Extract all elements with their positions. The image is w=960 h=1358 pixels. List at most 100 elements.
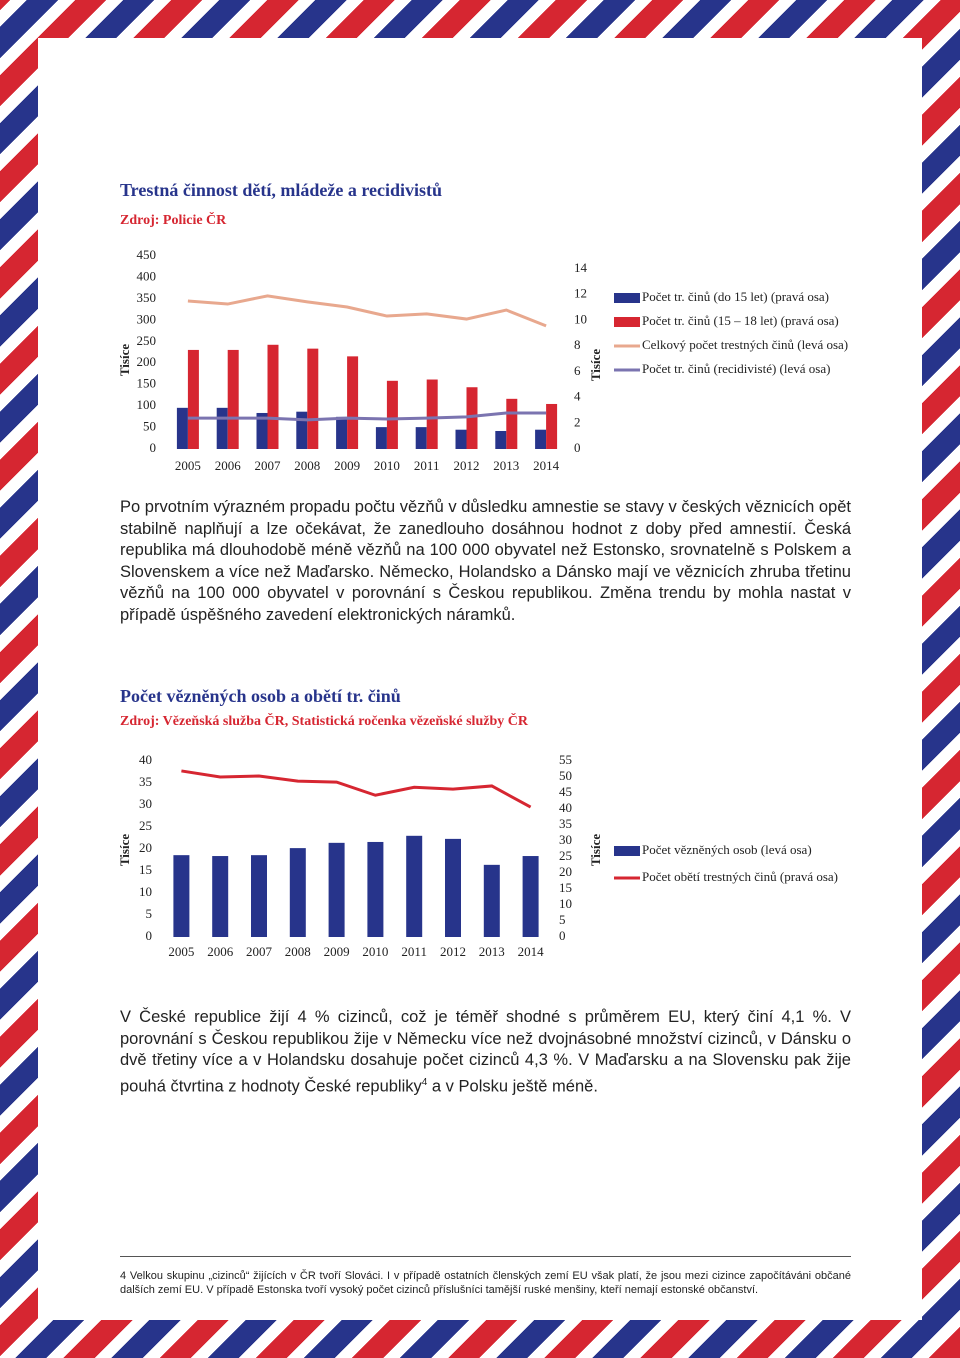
bar [307, 348, 319, 449]
bar [535, 429, 547, 449]
x-tick-label: 2008 [294, 458, 320, 473]
legend-label: Počet tr. činů (15 – 18 let) (pravá osa) [642, 313, 839, 328]
y2-axis-label: Tisíce [588, 834, 603, 866]
bar [546, 403, 558, 449]
x-tick-label: 2012 [440, 944, 466, 959]
bar [227, 349, 239, 449]
y2-axis-label: Tisíce [588, 349, 603, 381]
x-tick-label: 2011 [401, 944, 427, 959]
x-tick-label: 2005 [175, 458, 201, 473]
y-tick-label: 100 [137, 397, 157, 412]
x-tick-label: 2007 [255, 458, 282, 473]
paragraph: V České republice žijí 4 % cizinců, což … [120, 1007, 851, 1098]
bar [176, 407, 188, 449]
y2-tick-label: 45 [559, 784, 572, 799]
text: a v Polsku ještě méně. [427, 1077, 598, 1096]
bar [251, 855, 267, 937]
y2-tick-label: 20 [559, 864, 572, 879]
x-tick-label: 2006 [215, 458, 242, 473]
y2-tick-label: 14 [574, 260, 588, 275]
line [181, 769, 532, 809]
y2-tick-label: 15 [559, 880, 572, 895]
chart-title: Trestná činnost dětí, mládeže a recidivi… [120, 180, 442, 200]
bar [187, 349, 199, 449]
bar [328, 842, 345, 937]
bar [445, 838, 461, 937]
legend-label: Počet obětí trestných činů (pravá osa) [642, 869, 838, 884]
y2-tick-label: 12 [574, 286, 587, 301]
y2-tick-label: 0 [574, 440, 581, 455]
y-tick-label: 20 [139, 840, 152, 855]
y-tick-label: 25 [139, 818, 152, 833]
x-tick-label: 2012 [454, 458, 480, 473]
x-tick-label: 2011 [414, 458, 440, 473]
x-tick-label: 2007 [246, 944, 273, 959]
bar [415, 427, 427, 449]
bar [406, 835, 423, 937]
bar [216, 407, 228, 449]
y-axis-label: Tisíce [117, 344, 132, 376]
y-tick-label: 50 [143, 419, 156, 434]
y2-tick-label: 2 [574, 414, 581, 429]
y-tick-label: 15 [139, 862, 152, 877]
bar [256, 412, 268, 449]
x-tick-label: 2013 [493, 458, 519, 473]
y2-tick-label: 25 [559, 848, 572, 863]
y2-tick-label: 8 [574, 337, 581, 352]
y-tick-label: 30 [139, 796, 152, 811]
bar [296, 411, 308, 449]
x-tick-label: 2005 [168, 944, 194, 959]
footnote-text: Velkou skupinu „cizinců“ žijících v ČR t… [120, 1270, 851, 1296]
bar [267, 344, 279, 449]
x-tick-label: 2009 [324, 944, 350, 959]
y2-tick-label: 30 [559, 832, 572, 847]
bar [495, 430, 507, 449]
bar [455, 429, 467, 449]
bar [483, 864, 500, 937]
y-tick-label: 250 [137, 333, 157, 348]
y-tick-label: 400 [137, 268, 157, 283]
x-tick-label: 2008 [285, 944, 311, 959]
bar [522, 856, 539, 937]
legend-label: Počet vězněných osob (levá osa) [642, 842, 812, 857]
chart-title: Počet vězněných osob a obětí tr. činů [120, 686, 401, 706]
y-tick-label: 150 [137, 376, 157, 391]
line [187, 294, 547, 328]
text: V České republice žijí 4 % cizinců, což … [120, 1008, 851, 1096]
y2-tick-label: 0 [559, 928, 566, 943]
bar [386, 380, 398, 449]
legend-label: Počet tr. činů (do 15 let) (pravá osa) [642, 289, 829, 304]
footnote: 4 Velkou skupinu „cizinců“ žijících v ČR… [120, 1270, 851, 1297]
y2-tick-label: 10 [559, 896, 572, 911]
y2-tick-label: 55 [559, 752, 572, 767]
paragraph: Po prvotním výrazném propadu počtu vězňů… [120, 498, 851, 624]
line [187, 411, 547, 422]
y-tick-label: 40 [139, 752, 152, 767]
legend-label: Celkový počet trestných činů (levá osa) [642, 337, 848, 352]
bar [375, 427, 387, 449]
x-tick-label: 2010 [374, 458, 400, 473]
chart-source: Zdroj: Policie ČR [120, 213, 227, 228]
x-tick-label: 2006 [207, 944, 234, 959]
bar [289, 848, 306, 937]
y-tick-label: 450 [137, 247, 157, 262]
footnote-rule [120, 1256, 851, 1257]
y2-tick-label: 10 [574, 311, 587, 326]
legend-label: Počet tr. činů (recidivisté) (levá osa) [642, 361, 830, 376]
y-tick-label: 5 [146, 906, 153, 921]
bar [506, 398, 518, 449]
bar [212, 856, 229, 937]
x-tick-label: 2014 [533, 458, 560, 473]
y2-tick-label: 50 [559, 768, 572, 783]
paper [38, 38, 922, 1320]
footnote-number: 4 [120, 1270, 127, 1282]
legend-swatch [614, 293, 640, 303]
y-tick-label: 0 [150, 440, 157, 455]
y2-tick-label: 40 [559, 800, 572, 815]
x-tick-label: 2013 [479, 944, 505, 959]
note-ref: 4 [421, 1076, 428, 1088]
y-tick-label: 0 [146, 928, 153, 943]
bar [367, 841, 384, 937]
